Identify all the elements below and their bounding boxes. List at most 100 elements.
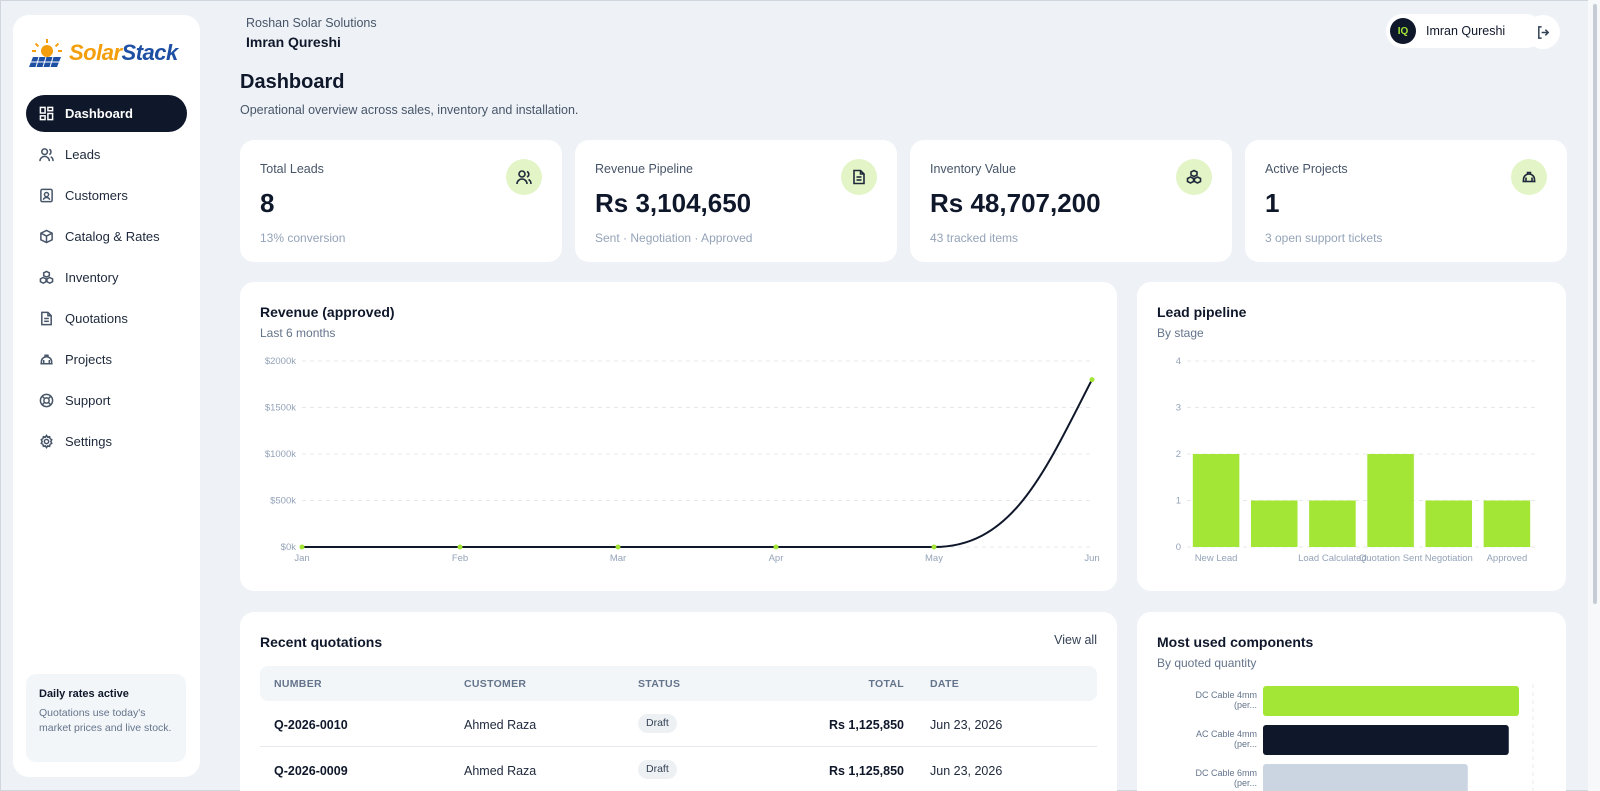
table-row[interactable]: Q-2026-0010 Ahmed Raza Draft Rs 1,125,85… — [260, 701, 1097, 747]
boxes-icon — [1176, 159, 1212, 195]
components-chart-subtitle: By quoted quantity — [1157, 656, 1257, 670]
lifebuoy-icon — [39, 393, 54, 408]
components-chart-card: Most used components By quoted quantity … — [1137, 612, 1566, 791]
column-header-total[interactable]: TOTAL — [868, 678, 904, 690]
quotation-date: Jun 23, 2026 — [930, 718, 1003, 732]
x-tick-label: Negotiation — [1425, 553, 1473, 564]
dashboard-icon — [39, 106, 54, 121]
revenue-chart-title: Revenue (approved) — [260, 304, 395, 320]
user-menu[interactable]: IQ Imran Qureshi — [1386, 14, 1543, 48]
recent-quotations-title: Recent quotations — [260, 634, 383, 650]
column-header-status[interactable]: STATUS — [638, 678, 681, 690]
status-badge: Draft — [638, 714, 677, 733]
brand-logo[interactable]: SolarStack — [29, 35, 189, 71]
scrollbar-thumb[interactable] — [1593, 4, 1597, 604]
sidebar-item-label: Quotations — [65, 311, 128, 326]
sidebar-item-quotations[interactable]: Quotations — [26, 300, 187, 337]
x-tick-label: Load Calculated — [1298, 553, 1367, 564]
quotation-customer: Ahmed Raza — [464, 718, 537, 732]
pipeline-bar — [1192, 454, 1240, 547]
boxes-icon — [39, 270, 54, 285]
logout-button[interactable] — [1526, 15, 1560, 49]
pipeline-bar — [1483, 500, 1531, 547]
revenue-chart-subtitle: Last 6 months — [260, 326, 336, 340]
stat-card-total-leads: Total Leads 8 13% conversion — [240, 140, 562, 262]
y-tick-label: DC Cable 6mm — [1195, 768, 1257, 778]
sidebar-item-label: Settings — [65, 434, 112, 449]
stat-value: 1 — [1265, 188, 1280, 218]
sidebar-item-catalog[interactable]: Catalog & Rates — [26, 218, 187, 255]
pipeline-bar — [1425, 500, 1473, 547]
table-header: NUMBER CUSTOMER STATUS TOTAL DATE — [260, 666, 1097, 701]
y-tick-label: $1500k — [265, 403, 296, 414]
quotation-date: Jun 23, 2026 — [930, 764, 1003, 778]
users-icon — [506, 159, 542, 195]
y-tick-label: (per... — [1234, 778, 1257, 788]
sidebar-item-projects[interactable]: Projects — [26, 341, 187, 378]
view-all-link[interactable]: View all — [1054, 633, 1097, 647]
sidebar-item-label: Dashboard — [65, 106, 133, 121]
stat-sub: 13% conversion — [260, 231, 346, 245]
page-scrollbar[interactable] — [1588, 0, 1600, 791]
stat-sub: 43 tracked items — [930, 231, 1019, 245]
table-row[interactable]: Q-2026-0009 Ahmed Raza Draft Rs 1,125,85… — [260, 747, 1097, 791]
stat-sub: 3 open support tickets — [1265, 231, 1383, 245]
quotation-customer: Ahmed Raza — [464, 764, 537, 778]
sidebar-item-label: Leads — [65, 147, 101, 162]
hardhat-icon — [39, 352, 54, 367]
x-tick-label: Jun — [1084, 553, 1099, 564]
quotation-number[interactable]: Q-2026-0010 — [274, 718, 348, 732]
x-tick-label: Quotation Sent — [1359, 553, 1423, 564]
users-icon — [39, 147, 54, 162]
sidebar-item-label: Catalog & Rates — [65, 229, 160, 244]
lead-pipeline-card: Lead pipeline By stage 0 1 2 3 4 New Lead Load… — [1137, 282, 1566, 591]
gear-icon — [39, 434, 54, 449]
column-header-customer[interactable]: CUSTOMER — [464, 678, 527, 690]
quotation-number[interactable]: Q-2026-0009 — [274, 764, 348, 778]
lead-pipeline-subtitle: By stage — [1157, 326, 1204, 340]
sidebar-item-support[interactable]: Support — [26, 382, 187, 419]
stat-label: Active Projects — [1265, 162, 1348, 176]
page-title: Dashboard — [240, 71, 345, 93]
pipeline-bar — [1367, 454, 1414, 547]
lead-pipeline-title: Lead pipeline — [1157, 304, 1247, 320]
y-tick-label: 2 — [1176, 449, 1181, 460]
components-bar-chart: DC Cable 4mm(per...AC Cable 4mm(per...DC… — [1195, 684, 1534, 791]
recent-quotations-card: Recent quotations View all NUMBER CUSTOM… — [240, 612, 1117, 791]
revenue-series-line — [301, 379, 1093, 548]
sidebar-item-dashboard[interactable]: Dashboard — [26, 95, 187, 132]
y-tick-label: (per... — [1234, 739, 1257, 749]
y-tick-label: $500k — [270, 496, 296, 507]
sidebar-item-label: Support — [65, 393, 111, 408]
page-subtitle: Operational overview across sales, inven… — [240, 103, 579, 117]
sidebar-item-label: Inventory — [65, 270, 119, 285]
sidebar-item-inventory[interactable]: Inventory — [26, 259, 187, 296]
revenue-chart-card: Revenue (approved) Last 6 months $0k $500… — [240, 282, 1117, 591]
user-menu-name: Imran Qureshi — [1426, 24, 1506, 38]
x-tick-label: New Lead — [1195, 553, 1238, 564]
y-tick-label: $0k — [281, 542, 297, 553]
sidebar-item-leads[interactable]: Leads — [26, 136, 187, 173]
header-user-name: Imran Qureshi — [246, 34, 341, 50]
sidebar-item-customers[interactable]: Customers — [26, 177, 187, 214]
y-tick-label: $1000k — [265, 449, 296, 460]
pipeline-bar — [1250, 500, 1298, 547]
component-bar — [1263, 725, 1509, 755]
component-bar — [1263, 764, 1468, 791]
status-badge: Draft — [638, 760, 677, 779]
brand-name: SolarStack — [69, 40, 178, 65]
logout-icon — [1537, 25, 1549, 39]
stat-card-inventory-value: Inventory Value Rs 48,707,200 43 tracked… — [910, 140, 1232, 262]
sidebar-item-settings[interactable]: Settings — [26, 423, 187, 460]
revenue-data-point — [299, 544, 305, 550]
column-header-number[interactable]: NUMBER — [274, 678, 322, 690]
revenue-line-chart: $0k $500k $1000k $1500k $2000k Jan Feb Mar Apr Ma… — [265, 356, 1100, 564]
column-header-date[interactable]: DATE — [930, 678, 960, 690]
pipeline-bar — [1309, 500, 1356, 547]
stat-label: Total Leads — [260, 162, 324, 176]
x-tick-label: May — [925, 553, 943, 564]
revenue-data-point — [1089, 377, 1095, 383]
y-tick-label: AC Cable 4mm — [1196, 729, 1257, 739]
x-tick-label: Mar — [610, 553, 626, 564]
